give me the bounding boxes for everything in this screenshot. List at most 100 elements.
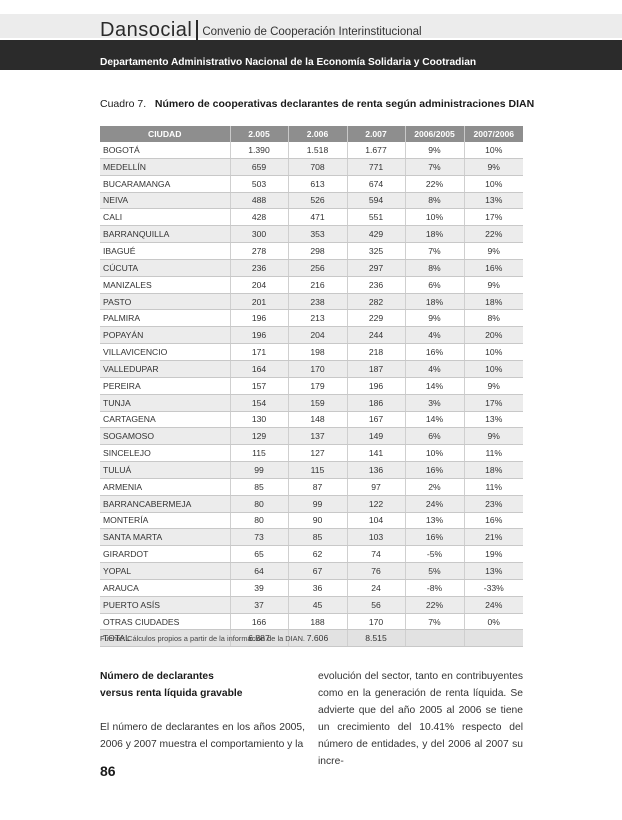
value-cell: 9% bbox=[464, 242, 523, 260]
table-row: CÚCUTA 236 256 297 8% 16% bbox=[100, 259, 523, 277]
value-cell: 7% bbox=[405, 242, 465, 260]
table-row: SANTA MARTA 73 85 103 16% 21% bbox=[100, 528, 523, 547]
value-cell: 64 bbox=[230, 562, 289, 580]
value-cell: 196 bbox=[230, 309, 289, 328]
value-cell: 198 bbox=[288, 343, 348, 361]
value-cell: 6% bbox=[405, 427, 465, 446]
table-row: VILLAVICENCIO 171 198 218 16% 10% bbox=[100, 343, 523, 361]
page-number: 86 bbox=[100, 763, 116, 779]
value-cell: 216 bbox=[288, 276, 348, 294]
value-cell: 14% bbox=[405, 411, 465, 429]
value-cell: 1.518 bbox=[288, 142, 348, 159]
value-cell: 551 bbox=[347, 208, 406, 227]
value-cell: -8% bbox=[405, 579, 465, 597]
value-cell: 613 bbox=[288, 175, 348, 193]
value-cell: 471 bbox=[288, 208, 348, 227]
value-cell: 167 bbox=[347, 411, 406, 429]
right-paragraph: evolución del sector, tanto en contribuy… bbox=[318, 671, 523, 767]
value-cell: 0% bbox=[464, 613, 523, 631]
city-cell: VALLEDUPAR bbox=[100, 360, 231, 378]
value-cell: 2% bbox=[405, 478, 465, 496]
value-cell: 136 bbox=[347, 461, 406, 479]
value-cell: 9% bbox=[405, 142, 465, 159]
value-cell: 9% bbox=[464, 427, 523, 446]
value-cell: 130 bbox=[230, 411, 289, 429]
value-cell: 115 bbox=[230, 444, 289, 463]
value-cell: 503 bbox=[230, 175, 289, 193]
table-row: PALMIRA 196 213 229 9% 8% bbox=[100, 309, 523, 328]
table-row: PUERTO ASÍS 37 45 56 22% 24% bbox=[100, 596, 523, 614]
column-header: 2.005 bbox=[230, 126, 289, 142]
value-cell: 5% bbox=[405, 562, 465, 580]
table-row: IBAGUÉ 278 298 325 7% 9% bbox=[100, 242, 523, 260]
value-cell: 104 bbox=[347, 512, 406, 530]
value-cell: 7% bbox=[405, 613, 465, 631]
value-cell: 9% bbox=[464, 158, 523, 176]
value-cell: 39 bbox=[230, 579, 289, 597]
table-row: OTRAS CIUDADES 166 188 170 7% 0% bbox=[100, 613, 523, 631]
value-cell: 99 bbox=[230, 461, 289, 479]
value-cell: 9% bbox=[464, 377, 523, 395]
header-brand-row: Dansocial Convenio de Cooperación Interi… bbox=[100, 18, 422, 40]
value-cell: 236 bbox=[347, 276, 406, 294]
value-cell: 127 bbox=[288, 444, 348, 463]
value-cell: 8% bbox=[405, 192, 465, 210]
value-cell: 90 bbox=[288, 512, 348, 530]
value-cell: 170 bbox=[347, 613, 406, 631]
value-cell: 20% bbox=[464, 326, 523, 345]
total-value-cell bbox=[405, 629, 465, 648]
value-cell: 10% bbox=[464, 343, 523, 361]
table-row: GIRARDOT 65 62 74 -5% 19% bbox=[100, 545, 523, 564]
value-cell: 229 bbox=[347, 309, 406, 328]
value-cell: 204 bbox=[288, 326, 348, 345]
table-row: VALLEDUPAR 164 170 187 4% 10% bbox=[100, 360, 523, 378]
city-cell: VILLAVICENCIO bbox=[100, 343, 231, 361]
value-cell: 103 bbox=[347, 528, 406, 547]
value-cell: 21% bbox=[464, 528, 523, 547]
table-row: SOGAMOSO 129 137 149 6% 9% bbox=[100, 427, 523, 446]
value-cell: 73 bbox=[230, 528, 289, 547]
city-cell: BOGOTÁ bbox=[100, 142, 231, 159]
value-cell: 213 bbox=[288, 309, 348, 328]
value-cell: -33% bbox=[464, 579, 523, 597]
caption-label: Cuadro 7. bbox=[100, 98, 147, 110]
left-column: Número de declarantes versus renta líqui… bbox=[100, 668, 305, 753]
value-cell: 196 bbox=[230, 326, 289, 345]
value-cell: 17% bbox=[464, 208, 523, 227]
value-cell: 278 bbox=[230, 242, 289, 260]
brand-logo-text: Dansocial bbox=[100, 19, 193, 41]
value-cell: 18% bbox=[464, 293, 523, 311]
value-cell: 16% bbox=[405, 343, 465, 361]
value-cell: 18% bbox=[464, 461, 523, 479]
value-cell: -5% bbox=[405, 545, 465, 564]
value-cell: 56 bbox=[347, 596, 406, 614]
value-cell: 8% bbox=[464, 309, 523, 328]
value-cell: 36 bbox=[288, 579, 348, 597]
header-subtitle: Convenio de Cooperación Interinstitucion… bbox=[202, 26, 422, 38]
column-header: CIUDAD bbox=[100, 126, 231, 142]
city-cell: GIRARDOT bbox=[100, 545, 231, 564]
value-cell: 188 bbox=[288, 613, 348, 631]
value-cell: 97 bbox=[347, 478, 406, 496]
table-row: YOPAL 64 67 76 5% 13% bbox=[100, 562, 523, 580]
value-cell: 3% bbox=[405, 394, 465, 412]
value-cell: 62 bbox=[288, 545, 348, 564]
value-cell: 11% bbox=[464, 444, 523, 463]
section-title-line2: versus renta líquida gravable bbox=[100, 688, 243, 699]
value-cell: 22% bbox=[405, 175, 465, 193]
value-cell: 76 bbox=[347, 562, 406, 580]
value-cell: 24% bbox=[405, 495, 465, 513]
value-cell: 164 bbox=[230, 360, 289, 378]
total-row: TOTAL 6.887 7.606 8.515 bbox=[100, 629, 523, 648]
value-cell: 282 bbox=[347, 293, 406, 311]
value-cell: 1.677 bbox=[347, 142, 406, 159]
value-cell: 4% bbox=[405, 326, 465, 345]
value-cell: 24 bbox=[347, 579, 406, 597]
city-cell: PUERTO ASÍS bbox=[100, 596, 231, 614]
value-cell: 13% bbox=[464, 562, 523, 580]
value-cell: 9% bbox=[464, 276, 523, 294]
city-cell: CÚCUTA bbox=[100, 259, 231, 277]
city-cell: NEIVA bbox=[100, 192, 231, 210]
header-department: Departamento Administrativo Nacional de … bbox=[100, 57, 477, 68]
value-cell: 24% bbox=[464, 596, 523, 614]
